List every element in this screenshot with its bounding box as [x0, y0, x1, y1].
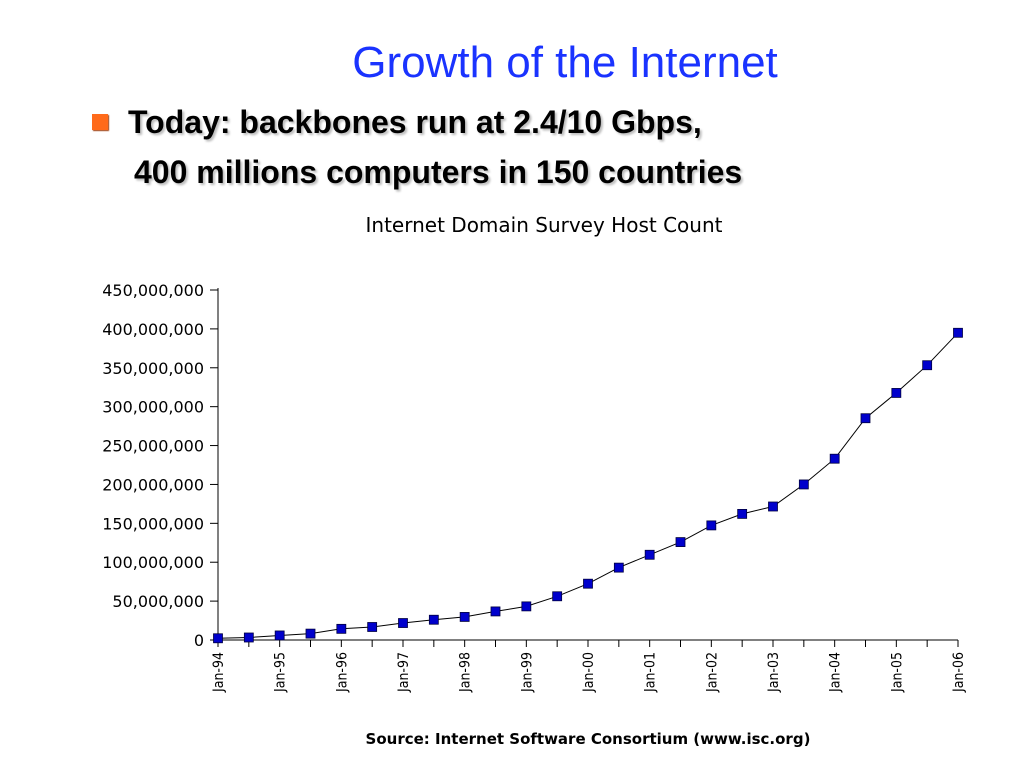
data-point [490, 606, 501, 617]
data-point [860, 413, 871, 424]
data-point [274, 630, 285, 641]
data-point [922, 360, 933, 371]
bullet-block: Today: backbones run at 2.4/10 Gbps, 400… [90, 100, 990, 194]
series-line [217, 332, 959, 639]
x-tick-label: Jan-98 [458, 652, 474, 693]
x-tick-label: Jan-96 [334, 652, 350, 693]
bullet-line-2: 400 millions computers in 150 countries [90, 150, 990, 194]
data-point [953, 327, 963, 338]
y-tick-label: 400,000,000 [102, 320, 204, 339]
y-tick-label: 150,000,000 [102, 514, 204, 533]
y-tick-label: 250,000,000 [102, 437, 204, 456]
x-axis-ticks: Jan-94 Jan-95 Jan-96 Jan-97 Jan-98 Jan-99 Jan-… [211, 640, 967, 693]
x-tick-label: Jan-02 [704, 652, 720, 693]
chart-title: Internet Domain Survey Host Count [366, 213, 723, 237]
bullet-square-icon [92, 114, 108, 130]
x-tick-label: Jan-95 [273, 652, 289, 693]
data-point [336, 623, 347, 634]
data-point [613, 562, 624, 573]
data-point [521, 601, 532, 612]
x-tick-label: Jan-01 [643, 652, 659, 693]
data-point [675, 537, 686, 547]
x-tick-label: Jan-06 [951, 652, 967, 693]
data-point [459, 612, 470, 622]
data-point [552, 591, 563, 602]
x-tick-label: Jan-99 [519, 652, 535, 693]
y-tick-label: 300,000,000 [102, 398, 204, 417]
x-tick-label: Jan-94 [211, 652, 227, 693]
x-tick-label: Jan-04 [828, 652, 844, 693]
x-tick-label: Jan-03 [766, 652, 782, 693]
y-tick-label: 100,000,000 [102, 553, 204, 572]
bullet-text-1: Today: backbones run at 2.4/10 Gbps, [128, 104, 702, 140]
data-point [644, 549, 655, 560]
data-point [305, 628, 316, 639]
x-tick-label: Jan-97 [396, 652, 412, 693]
y-axis-ticks: 0 50,000,000 100,000,000 150,000,000 200,000… [102, 281, 218, 650]
y-tick-label: 200,000,000 [102, 475, 204, 494]
x-tick-label: Jan-05 [889, 652, 905, 693]
slide-title: Growth of the Internet [352, 38, 778, 87]
x-tick-label: Jan-00 [581, 652, 597, 693]
y-tick-label: 0 [194, 631, 204, 650]
data-point [367, 622, 378, 632]
data-point [428, 614, 439, 625]
series-host-count [213, 327, 963, 644]
data-point [891, 388, 902, 398]
data-point [737, 509, 748, 519]
y-tick-label: 350,000,000 [102, 359, 204, 378]
data-point [243, 632, 254, 643]
data-point [768, 501, 778, 512]
bullet-text-2: 400 millions computers in 150 countries [134, 154, 743, 190]
chart-source: Source: Internet Software Consortium (ww… [366, 730, 811, 748]
data-point [583, 578, 593, 589]
data-point [213, 633, 223, 644]
data-point [706, 520, 717, 531]
y-tick-label: 450,000,000 [102, 281, 204, 300]
data-point [829, 453, 840, 464]
data-point [798, 479, 809, 490]
y-tick-label: 50,000,000 [112, 592, 204, 611]
data-point [398, 618, 408, 628]
bullet-line-1: Today: backbones run at 2.4/10 Gbps, [90, 100, 990, 144]
